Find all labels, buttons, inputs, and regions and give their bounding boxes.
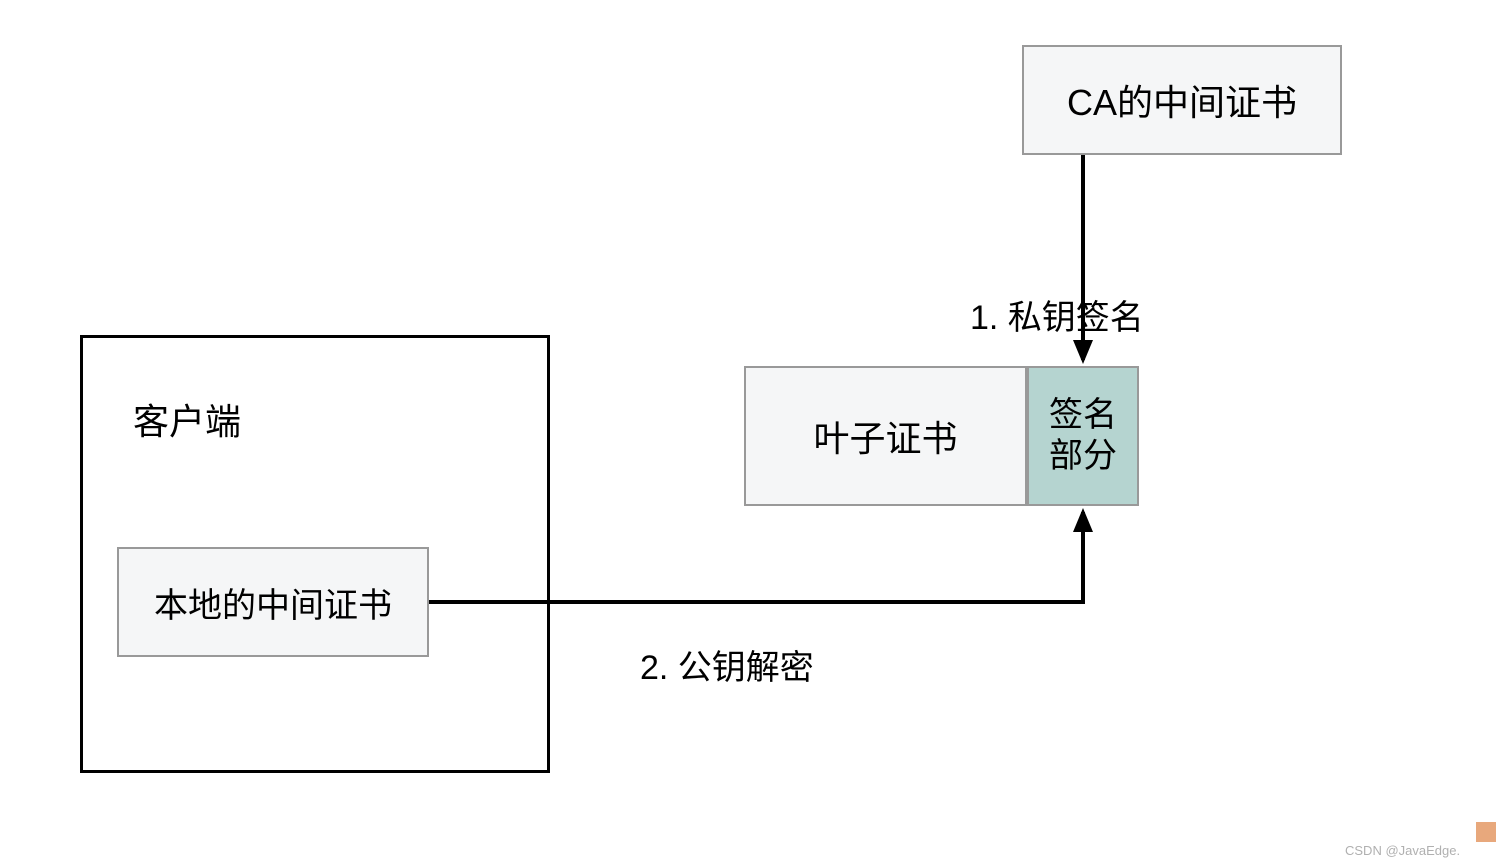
node-leaf-cert-label: 叶子证书 <box>813 410 957 462</box>
node-ca-cert-label: CA的中间证书 <box>1067 74 1297 126</box>
edge-arrow1-label: 1. 私钥签名 <box>970 290 1144 339</box>
watermark-text: CSDN @JavaEdge. <box>1345 843 1460 858</box>
node-local-cert: 本地的中间证书 <box>117 547 429 657</box>
node-client-label: 客户端 <box>133 393 241 445</box>
node-signature-label-1: 签名 <box>1049 395 1117 436</box>
node-signature-label-2: 部分 <box>1049 436 1117 477</box>
edge-arrow2-label: 2. 公钥解密 <box>640 640 814 689</box>
corner-mark <box>1476 822 1496 842</box>
diagram-canvas: CA的中间证书 客户端 本地的中间证书 叶子证书 签名 部分 1. 私钥签名 2… <box>0 0 1496 866</box>
node-ca-cert: CA的中间证书 <box>1022 45 1342 155</box>
node-signature: 签名 部分 <box>1027 366 1139 506</box>
node-leaf-cert: 叶子证书 <box>744 366 1027 506</box>
node-local-cert-label: 本地的中间证书 <box>154 578 392 627</box>
